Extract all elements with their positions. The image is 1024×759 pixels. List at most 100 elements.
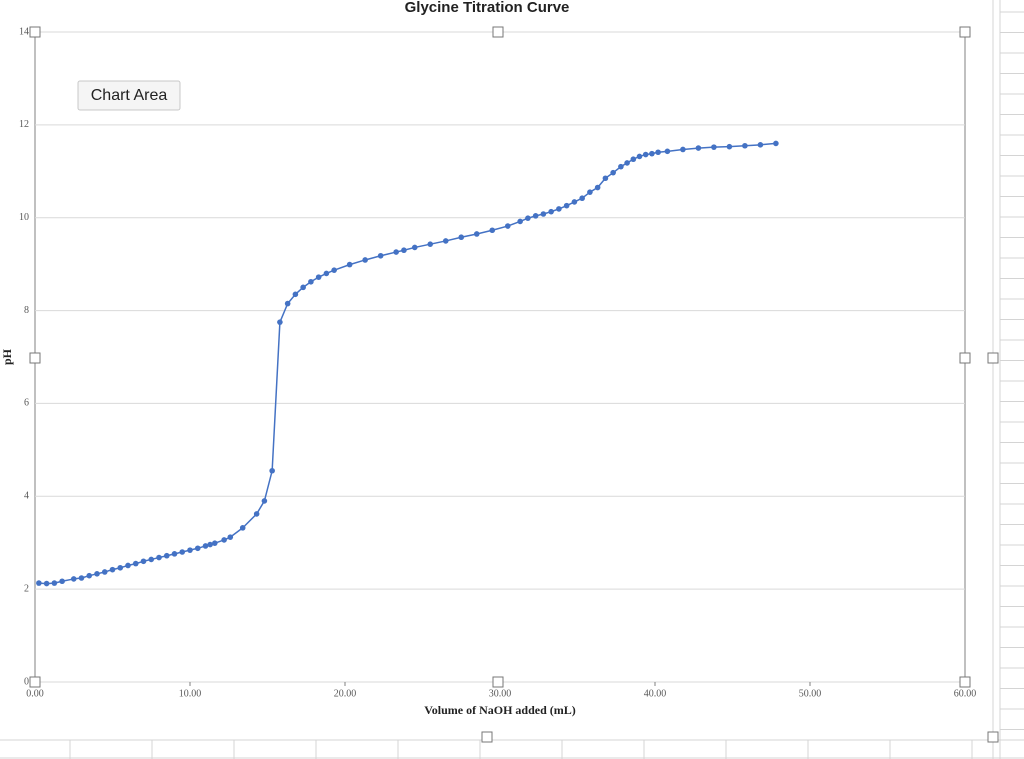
point	[117, 564, 124, 571]
point	[43, 580, 50, 587]
y-tick-label: 6	[24, 398, 29, 409]
y-tick-label: 4	[24, 491, 29, 502]
point	[393, 249, 399, 255]
x-axis-label: Volume of NaOH added (mL)	[424, 703, 576, 717]
point	[655, 149, 661, 156]
point	[163, 552, 170, 559]
y-tick-label: 0	[24, 676, 29, 687]
point	[532, 213, 539, 219]
point	[300, 284, 306, 291]
point	[315, 274, 322, 280]
resize-handle	[29, 26, 41, 38]
grid: 0 2 4 6 8 10 12 14 0.00 10.00 20.00 30.00 40.00 50.00…	[19, 26, 976, 699]
x-tick-label: 20.00	[334, 688, 357, 699]
point	[548, 208, 554, 215]
point	[401, 247, 407, 254]
point	[504, 223, 511, 229]
point	[346, 261, 353, 268]
resize-handle	[492, 676, 504, 688]
point	[757, 142, 764, 148]
point	[101, 569, 108, 575]
resize-handle	[29, 676, 41, 688]
point	[187, 547, 193, 553]
point	[579, 195, 585, 202]
point	[269, 467, 275, 474]
x-tick-label: 60.00	[954, 688, 977, 699]
point	[563, 202, 570, 209]
point	[711, 144, 717, 150]
resize-handle	[959, 676, 971, 688]
resize-handle	[492, 26, 504, 38]
series	[36, 140, 779, 587]
point	[525, 215, 531, 221]
point	[411, 244, 418, 251]
y-tick-label: 10	[19, 212, 29, 223]
point	[78, 575, 85, 581]
chart-title: Glycine Titration Curve	[405, 0, 570, 16]
point	[86, 572, 93, 579]
point	[610, 169, 616, 176]
point	[331, 267, 337, 273]
x-tick-label: 10.00	[179, 688, 202, 699]
point	[253, 511, 260, 517]
point	[94, 571, 100, 577]
point	[642, 151, 649, 158]
handles	[29, 26, 999, 743]
point	[680, 146, 686, 153]
y-tick-label: 14	[19, 26, 29, 37]
x-tick-label: 0.00	[26, 688, 44, 699]
point	[618, 163, 624, 170]
point	[207, 541, 213, 548]
tooltip: Chart Area	[91, 87, 168, 104]
resize-handle	[959, 26, 971, 38]
series-line	[38, 142, 776, 585]
x-tick-label: 40.00	[644, 688, 667, 699]
point	[227, 534, 234, 540]
point	[59, 578, 65, 585]
point	[458, 234, 465, 241]
point	[284, 300, 291, 307]
point	[571, 199, 578, 205]
point	[148, 556, 155, 563]
y-tick-label: 2	[24, 583, 29, 594]
point	[156, 554, 162, 561]
point	[442, 238, 449, 244]
resize-handle	[481, 731, 493, 743]
resize-handle	[29, 352, 41, 364]
point	[540, 211, 547, 217]
point	[132, 560, 139, 567]
y-tick-label: 8	[24, 305, 29, 316]
plot-border	[34, 31, 966, 683]
point	[630, 156, 637, 163]
point	[773, 140, 779, 147]
y-axis-label: pH	[0, 348, 14, 365]
point	[179, 549, 186, 555]
point	[362, 257, 368, 263]
point	[489, 227, 496, 234]
y-tick-label: 12	[19, 119, 29, 130]
x-tick-label: 50.00	[799, 688, 822, 699]
tooltip-box	[77, 80, 181, 111]
point	[664, 148, 671, 155]
point	[649, 150, 655, 157]
resize-handle	[987, 352, 999, 364]
point	[624, 160, 630, 166]
point	[171, 551, 178, 557]
point	[109, 566, 116, 573]
point	[261, 498, 268, 504]
point	[51, 580, 58, 586]
point	[308, 278, 314, 285]
point	[636, 153, 643, 160]
point	[239, 525, 246, 531]
point	[140, 558, 147, 565]
point	[556, 206, 562, 212]
point	[221, 537, 227, 543]
point	[377, 252, 384, 259]
point	[594, 184, 601, 191]
point	[36, 580, 42, 586]
point	[202, 543, 209, 549]
point	[277, 319, 283, 325]
point	[125, 562, 131, 569]
